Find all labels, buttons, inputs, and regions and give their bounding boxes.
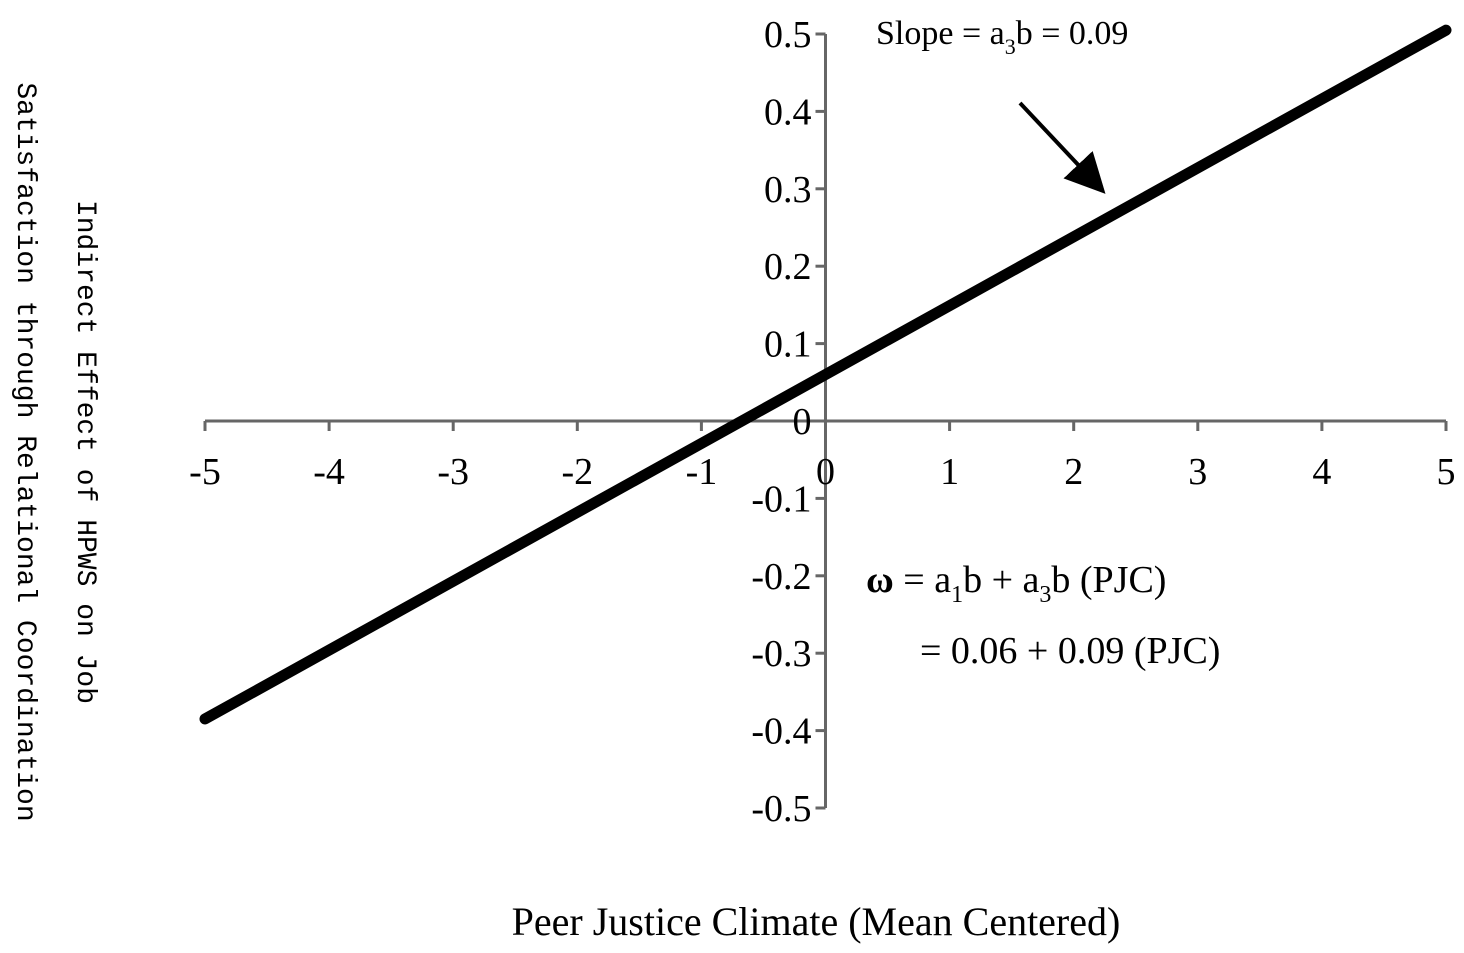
y-tick-label: -0.2 — [751, 556, 811, 598]
slope-arrow — [1018, 101, 1106, 194]
series-layer — [199, 24, 1452, 725]
x-tick-label: -4 — [313, 451, 345, 493]
x-tick-label: -5 — [189, 451, 221, 493]
x-tick-label: -2 — [561, 451, 593, 493]
y-tick-label: 0 — [793, 401, 812, 443]
y-tick-label: 0.5 — [764, 14, 812, 56]
x-tick-label: 0 — [816, 451, 835, 493]
y-tick-label: -0.1 — [751, 478, 811, 520]
series-line — [199, 24, 1452, 725]
y-axis-label-line-2: Satisfaction through Relational Coordina… — [9, 82, 40, 821]
y-tick-label: 0.1 — [764, 324, 812, 366]
y-axis-label-line-1: Indirect Effect of HPWS on Job — [69, 200, 100, 704]
y-tick-label: 0.2 — [764, 246, 812, 288]
x-axis-label: Peer Justice Climate (Mean Centered) — [512, 899, 1121, 944]
y-tick-label: -0.5 — [751, 788, 811, 830]
y-tick-label: -0.3 — [751, 633, 811, 675]
x-tick-label: 2 — [1064, 451, 1083, 493]
y-axis-ticks: 0.5 0.4 0.3 0.2 0.1 0 -0.1 -0.2 -0.3 -0.4 -0.5 — [751, 14, 826, 830]
x-tick-label: 4 — [1312, 451, 1331, 493]
x-axis-ticks: -5 -4 -3 -2 -1 0 1 2 3 4 5 — [189, 421, 1456, 493]
x-tick-label: -1 — [686, 451, 718, 493]
equation-line-2: = 0.06 + 0.09 (PJC) — [920, 630, 1220, 672]
x-tick-label: 3 — [1188, 451, 1207, 493]
x-tick-label: -3 — [437, 451, 469, 493]
x-tick-label: 5 — [1437, 451, 1456, 493]
slope-annotation: Slope = a3b = 0.09 — [876, 15, 1128, 59]
y-tick-label: -0.4 — [751, 711, 811, 753]
y-axis-label: Indirect Effect of HPWS on Job Satisfact… — [9, 82, 100, 821]
y-tick-label: 0.4 — [764, 91, 812, 133]
x-tick-label: 1 — [940, 451, 959, 493]
equation-line-1: ω = a1b + a3b (PJC) — [866, 559, 1166, 608]
y-tick-label: 0.3 — [764, 169, 812, 211]
